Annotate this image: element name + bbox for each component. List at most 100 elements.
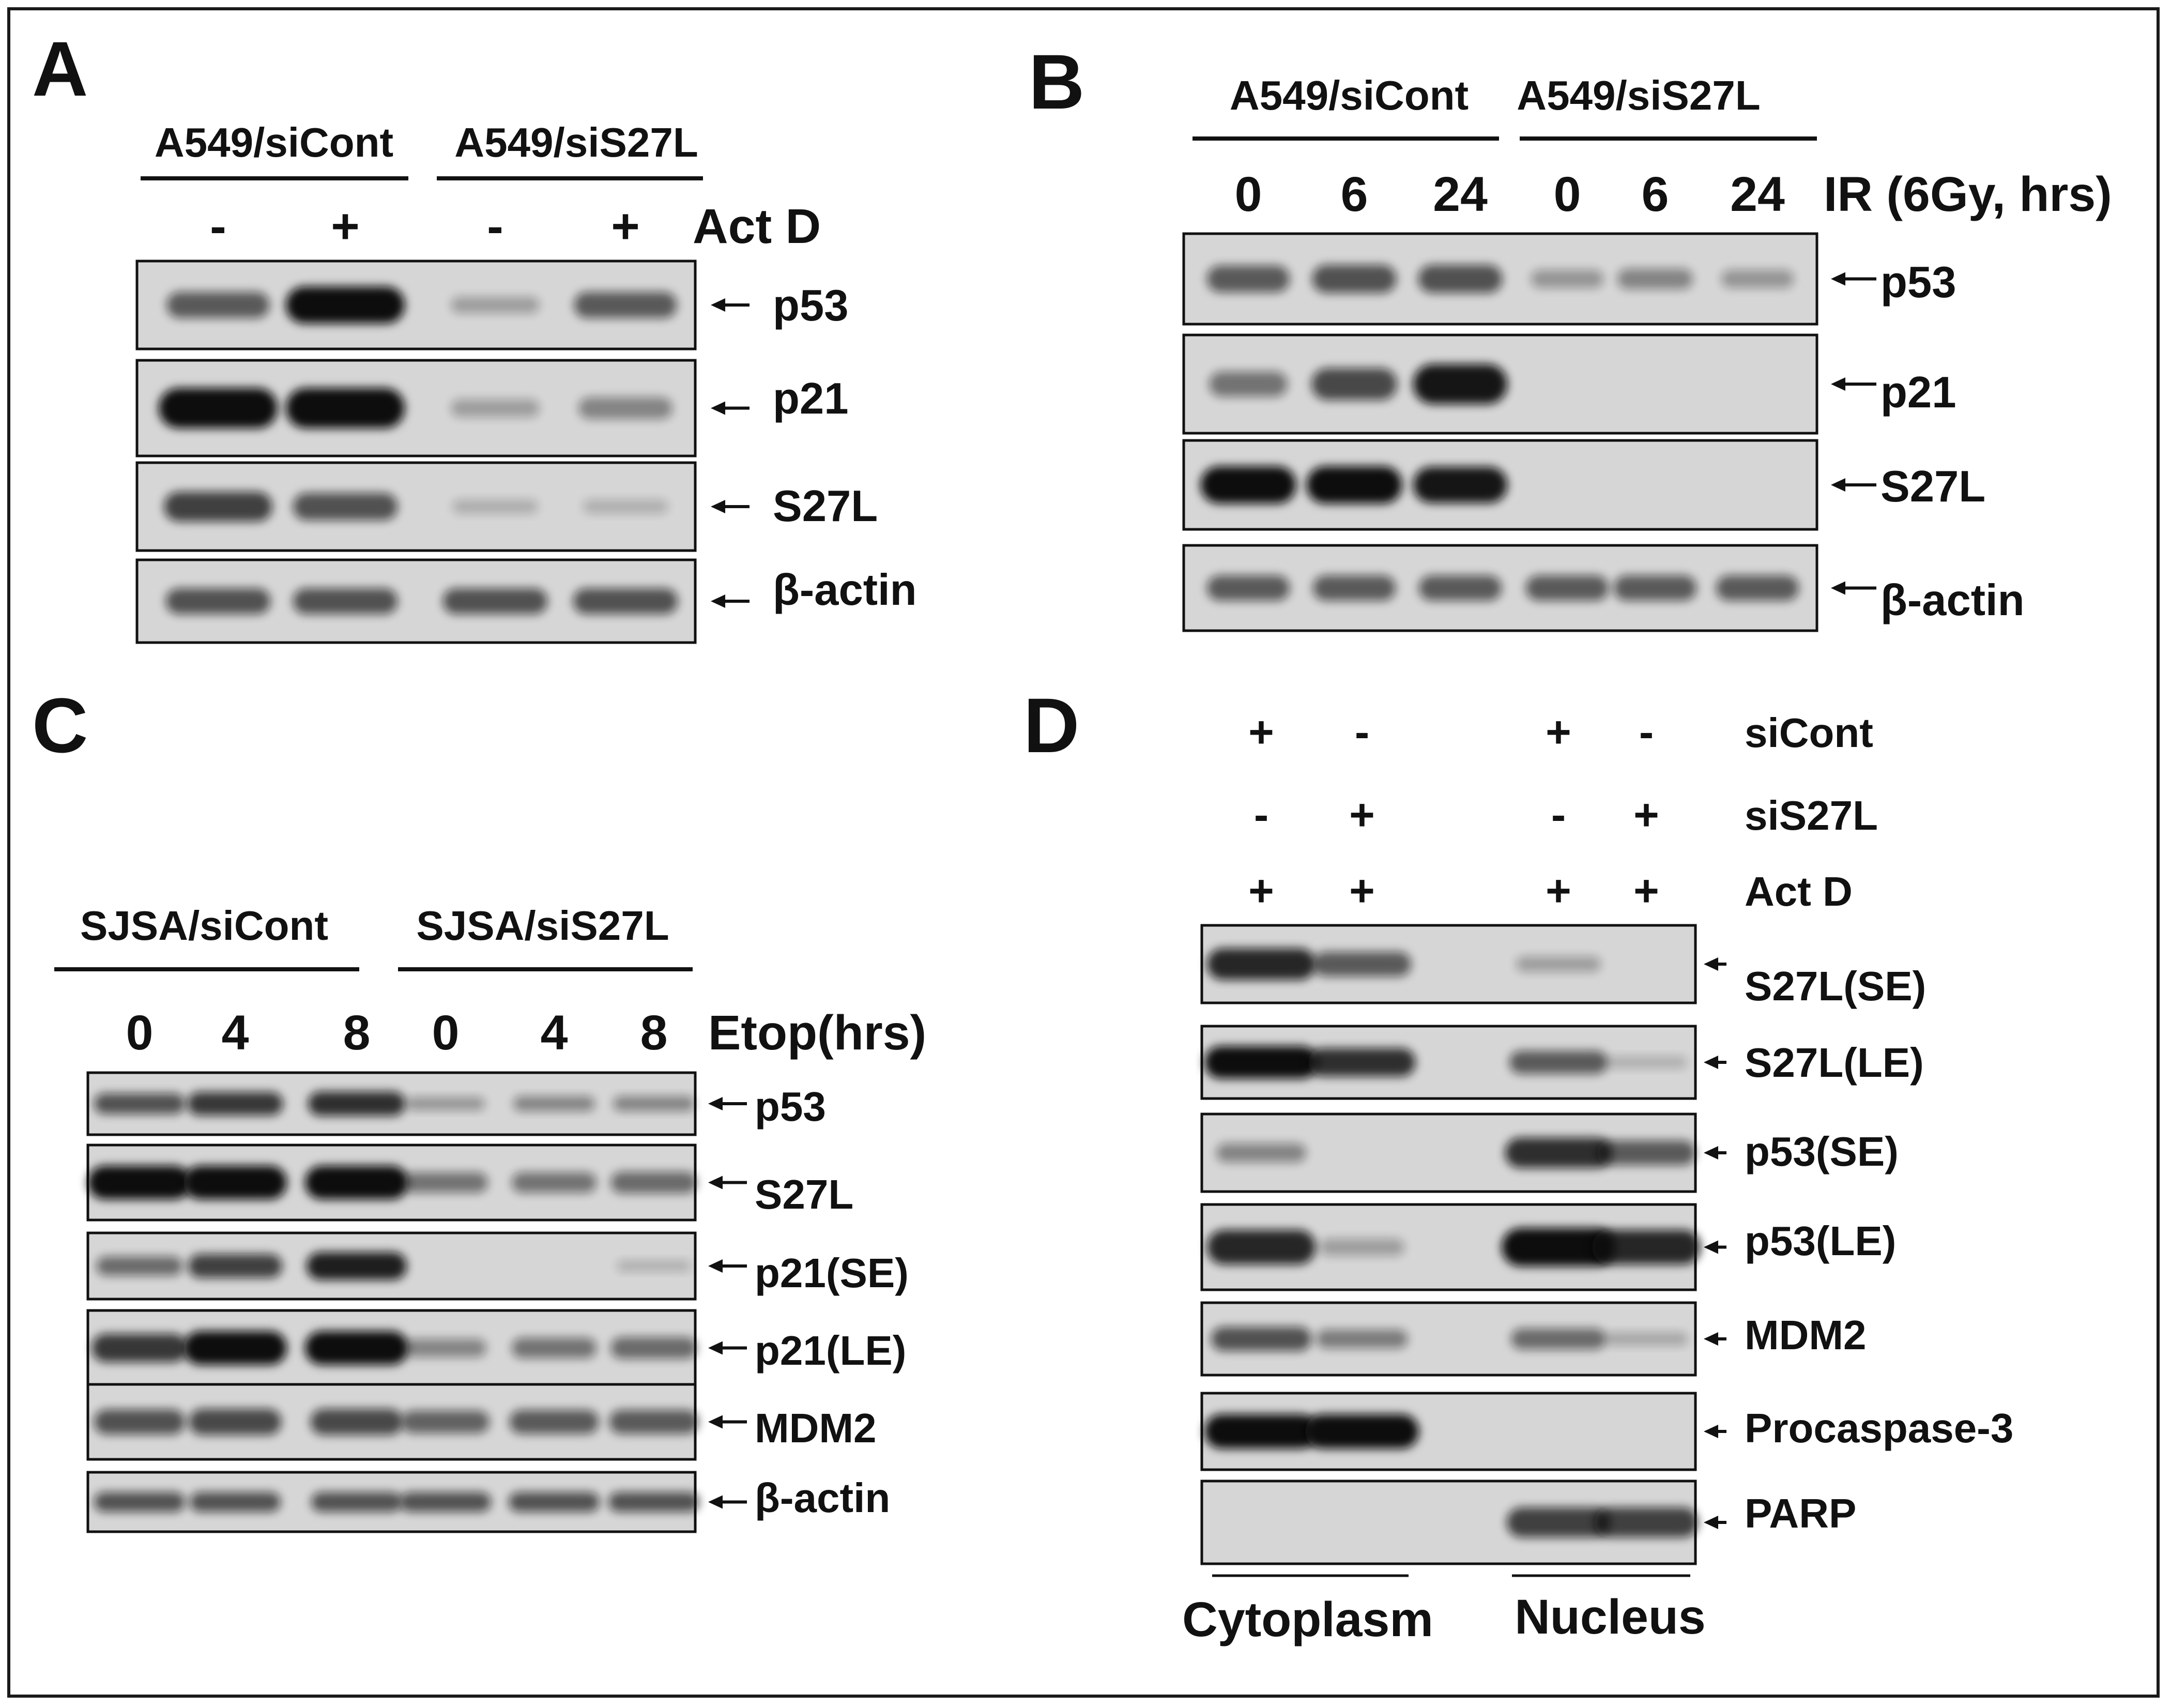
blot-label: β-actin [773,566,917,615]
band [1316,1329,1408,1349]
band [1312,265,1397,293]
sign-label: + [1633,866,1659,916]
arrow [711,401,750,415]
lane-label: 4 [222,1005,249,1060]
sign-label: - [1639,708,1654,757]
blot-label: S27L [1880,462,1985,511]
band [305,1331,408,1365]
band [1211,1326,1311,1351]
blot-label: p21 [1880,368,1956,417]
panel-letter: B [1029,38,1084,125]
band [1418,265,1503,293]
lane-label: + [611,199,639,254]
band [1204,1414,1318,1449]
band [94,1409,185,1435]
band [609,1410,699,1434]
band [94,1093,185,1114]
arrow [1831,272,1876,286]
panel-letter: D [1023,682,1079,769]
lane-label: 4 [541,1005,568,1060]
band [311,1492,402,1512]
lane-label: 0 [126,1005,154,1060]
fraction-label: Cytoplasm [1182,1592,1433,1647]
sign-label: + [1546,866,1571,916]
blot-beta-actin [1182,544,1818,632]
lane-label: 8 [343,1005,371,1060]
band [1502,1228,1615,1267]
fraction-label: Nucleus [1515,1590,1706,1644]
panel-letter: A [32,25,88,112]
band [305,1165,408,1200]
lane-label: 0 [1554,167,1581,222]
sign-label: + [1633,790,1659,840]
band [91,1334,188,1362]
band [405,1338,486,1358]
band [1200,466,1296,504]
band [1613,575,1697,601]
band [1511,1328,1606,1350]
blot-s27l [135,461,697,552]
blot-parp [1200,1480,1699,1565]
blot-label: β-actin [1880,576,2025,625]
band [1594,1507,1699,1537]
band [1206,1229,1316,1265]
lane-label: 8 [640,1005,668,1060]
band [1509,1050,1608,1074]
band [403,1172,488,1193]
band [190,1492,281,1512]
band [1204,1046,1318,1079]
band [189,1409,282,1435]
lane-label: + [331,199,359,254]
arrow [1704,1425,1726,1438]
arrow [708,1176,747,1190]
group-label: A549/siCont [155,119,393,165]
blot-p21-se [86,1231,697,1301]
blot-label: p53 [755,1084,826,1130]
arrow [1704,957,1726,971]
blot-label: p21(SE) [755,1250,909,1296]
group-label: SJSA/siCont [80,903,328,949]
band [1525,575,1609,601]
arrow [1831,581,1876,595]
band [613,1096,695,1111]
row-label: siCont [1745,710,1873,756]
band [610,1337,697,1359]
band [442,588,548,614]
blot-beta-actin [135,558,697,644]
blot-p21 [135,359,697,457]
blot-label: S27L [755,1171,853,1217]
band [1308,1048,1416,1077]
arrow [711,500,750,513]
arrow [708,1097,747,1110]
blot-p21 [1182,333,1818,435]
band [1597,1140,1696,1165]
band [1716,575,1799,601]
blot-p53 [135,260,697,350]
band [451,399,540,417]
band [310,1409,403,1435]
arrow [708,1259,747,1273]
band [1216,1143,1306,1163]
band [307,1252,407,1280]
group-label: SJSA/siS27L [416,903,669,949]
blot-s27l [1182,439,1818,531]
band [166,292,270,318]
blot-label: S27L(LE) [1745,1040,1924,1086]
group-label: A549/siS27L [454,119,698,165]
band [293,493,398,521]
band [1312,952,1412,977]
band [96,1256,183,1276]
band [1413,364,1508,404]
panel-letter: C [32,682,88,769]
blot-procaspase-3 [1200,1392,1697,1471]
arrow [1704,1240,1726,1254]
band [406,1097,485,1110]
band [452,499,538,514]
band [573,588,678,614]
band [400,1492,491,1512]
blot-label: p21(LE) [755,1328,906,1374]
blot-s27l [86,1143,697,1222]
band [286,286,405,324]
lane-label: 24 [1730,167,1785,222]
